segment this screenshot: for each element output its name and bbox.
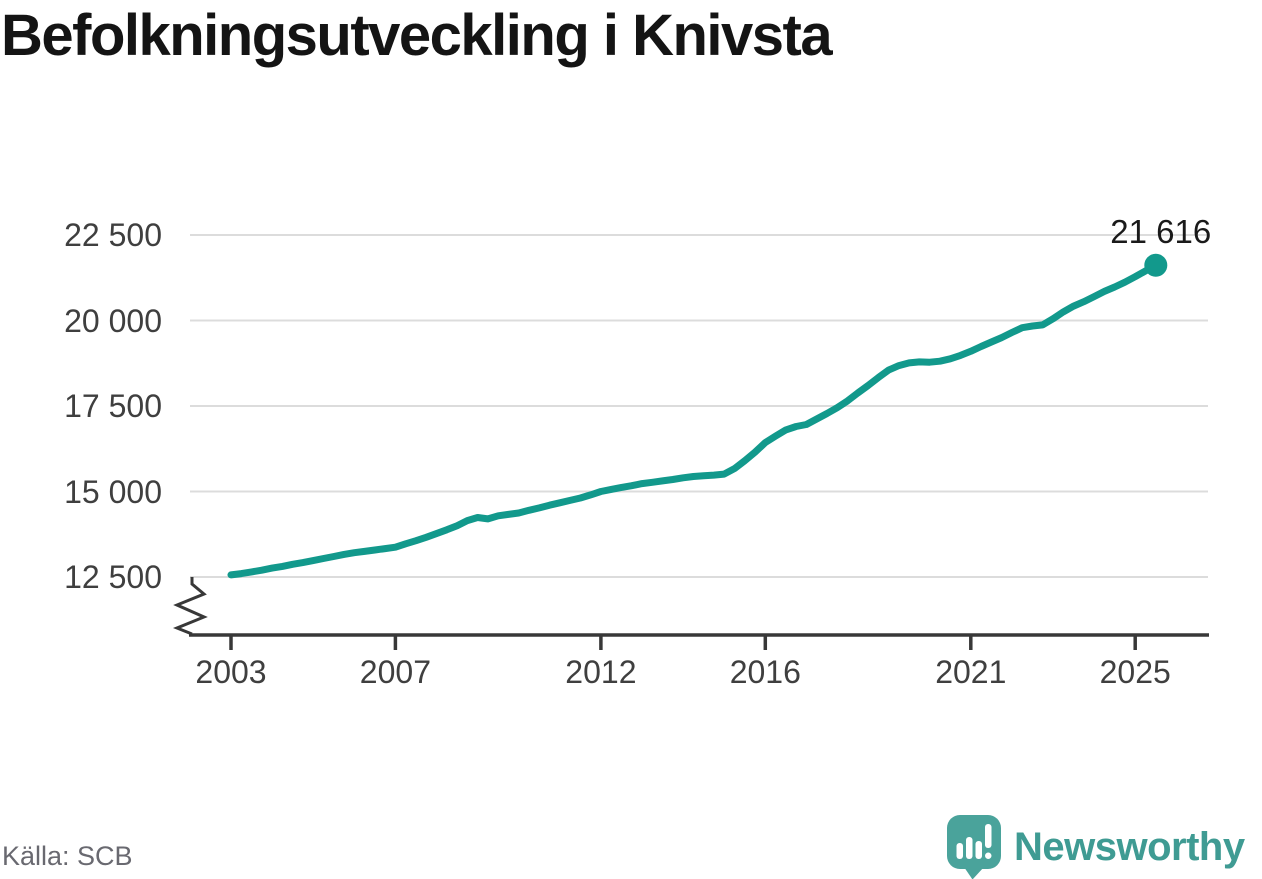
source-note: Källa: SCB (2, 841, 133, 871)
newsworthy-branding: Newsworthy (944, 812, 1262, 879)
page-title: Befolkningsutveckling i Knivsta (1, 3, 833, 68)
newsworthy-speech-bubble-bar-chart-icon (947, 815, 1001, 879)
x-axis-tick-label: 2007 (359, 654, 431, 690)
y-axis-tick-label: 22 500 (64, 217, 162, 253)
latest-value-label: 21 616 (1110, 213, 1212, 251)
x-axis-tick-label: 2025 (1099, 654, 1171, 690)
x-axis-tick-label: 2021 (935, 654, 1007, 690)
axis-break-zigzag (172, 577, 208, 636)
x-axis-tick-label: 2012 (565, 654, 637, 690)
x-axis-tick-label: 2003 (195, 654, 267, 690)
x-axis-tick-label: 2016 (729, 654, 801, 690)
latest-value-dot (1144, 253, 1168, 277)
population-series-line (227, 261, 1160, 579)
y-axis-tick-label: 15 000 (64, 473, 162, 510)
newsworthy-logo-text: Newsworthy (1014, 825, 1245, 869)
gridlines-group (190, 234, 1208, 578)
y-axis-tick-label: 12 500 (64, 559, 162, 595)
x-axis-ticks-group (229, 635, 1137, 650)
y-axis-tick-label: 20 000 (64, 302, 162, 339)
y-axis-tick-label: 17 500 (64, 388, 162, 424)
